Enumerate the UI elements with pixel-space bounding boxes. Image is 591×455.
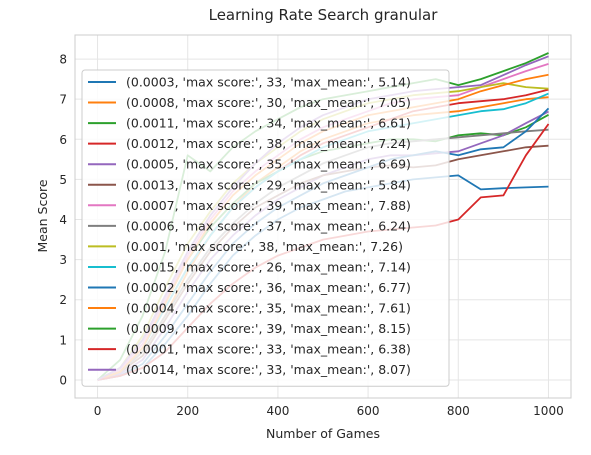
x-tick-label: 0	[94, 404, 102, 418]
y-tick-label: 7	[59, 93, 67, 107]
y-tick-label: 4	[59, 213, 67, 227]
x-tick-label: 200	[176, 404, 199, 418]
legend-label: (0.0013, 'max score:', 29, 'max_mean:', …	[126, 177, 411, 192]
legend: (0.0003, 'max score:', 33, 'max_mean:', …	[81, 69, 450, 387]
x-tick-label: 400	[266, 404, 289, 418]
x-tick-label: 1000	[533, 404, 564, 418]
legend-label: (0.0012, 'max score:', 38, 'max_mean:', …	[126, 136, 411, 151]
y-tick-label: 5	[59, 173, 67, 187]
legend-label: (0.0006, 'max score:', 37, 'max_mean:', …	[126, 218, 411, 233]
legend-label: (0.001, 'max score:', 38, 'max_mean:', 7…	[126, 239, 403, 254]
legend-label: (0.0009, 'max score:', 39, 'max_mean:', …	[126, 321, 411, 336]
y-tick-label: 6	[59, 133, 67, 147]
plot-frame	[74, 34, 572, 399]
legend-label: (0.0011, 'max score:', 34, 'max_mean:', …	[126, 116, 411, 131]
y-tick-label: 0	[59, 373, 67, 387]
legend-label: (0.0014, 'max score:', 33, 'max_mean:', …	[126, 362, 411, 377]
y-axis-label: Mean Score	[35, 179, 50, 252]
x-tick-label: 800	[447, 404, 470, 418]
chart-title: Learning Rate Search granular	[209, 6, 439, 24]
y-tick-label: 2	[59, 293, 67, 307]
legend-label: (0.0008, 'max score:', 30, 'max_mean:', …	[126, 95, 411, 110]
legend-label: (0.0007, 'max score:', 39, 'max_mean:', …	[126, 198, 411, 213]
y-tick-label: 8	[59, 53, 67, 67]
legend-label: (0.0001, 'max score:', 33, 'max_mean:', …	[126, 342, 411, 357]
legend-label: (0.0003, 'max score:', 33, 'max_mean:', …	[126, 75, 411, 90]
legend-label: (0.0015, 'max score:', 26, 'max_mean:', …	[126, 259, 411, 274]
y-tick-label: 1	[59, 333, 67, 347]
x-axis-label: Number of Games	[266, 426, 380, 441]
legend-label: (0.0004, 'max score:', 35, 'max_mean:', …	[126, 301, 411, 316]
x-tick-label: 600	[357, 404, 380, 418]
legend-box	[81, 69, 450, 387]
legend-label: (0.0005, 'max score:', 35, 'max_mean:', …	[126, 157, 411, 172]
y-ticks: 0 1 2 3 4 5 6 7 8	[59, 53, 67, 388]
legend-label: (0.0002, 'max score:', 36, 'max_mean:', …	[126, 280, 411, 295]
y-tick-label: 3	[59, 253, 67, 267]
x-ticks: 0 200 400 600 800 1000	[94, 404, 564, 418]
